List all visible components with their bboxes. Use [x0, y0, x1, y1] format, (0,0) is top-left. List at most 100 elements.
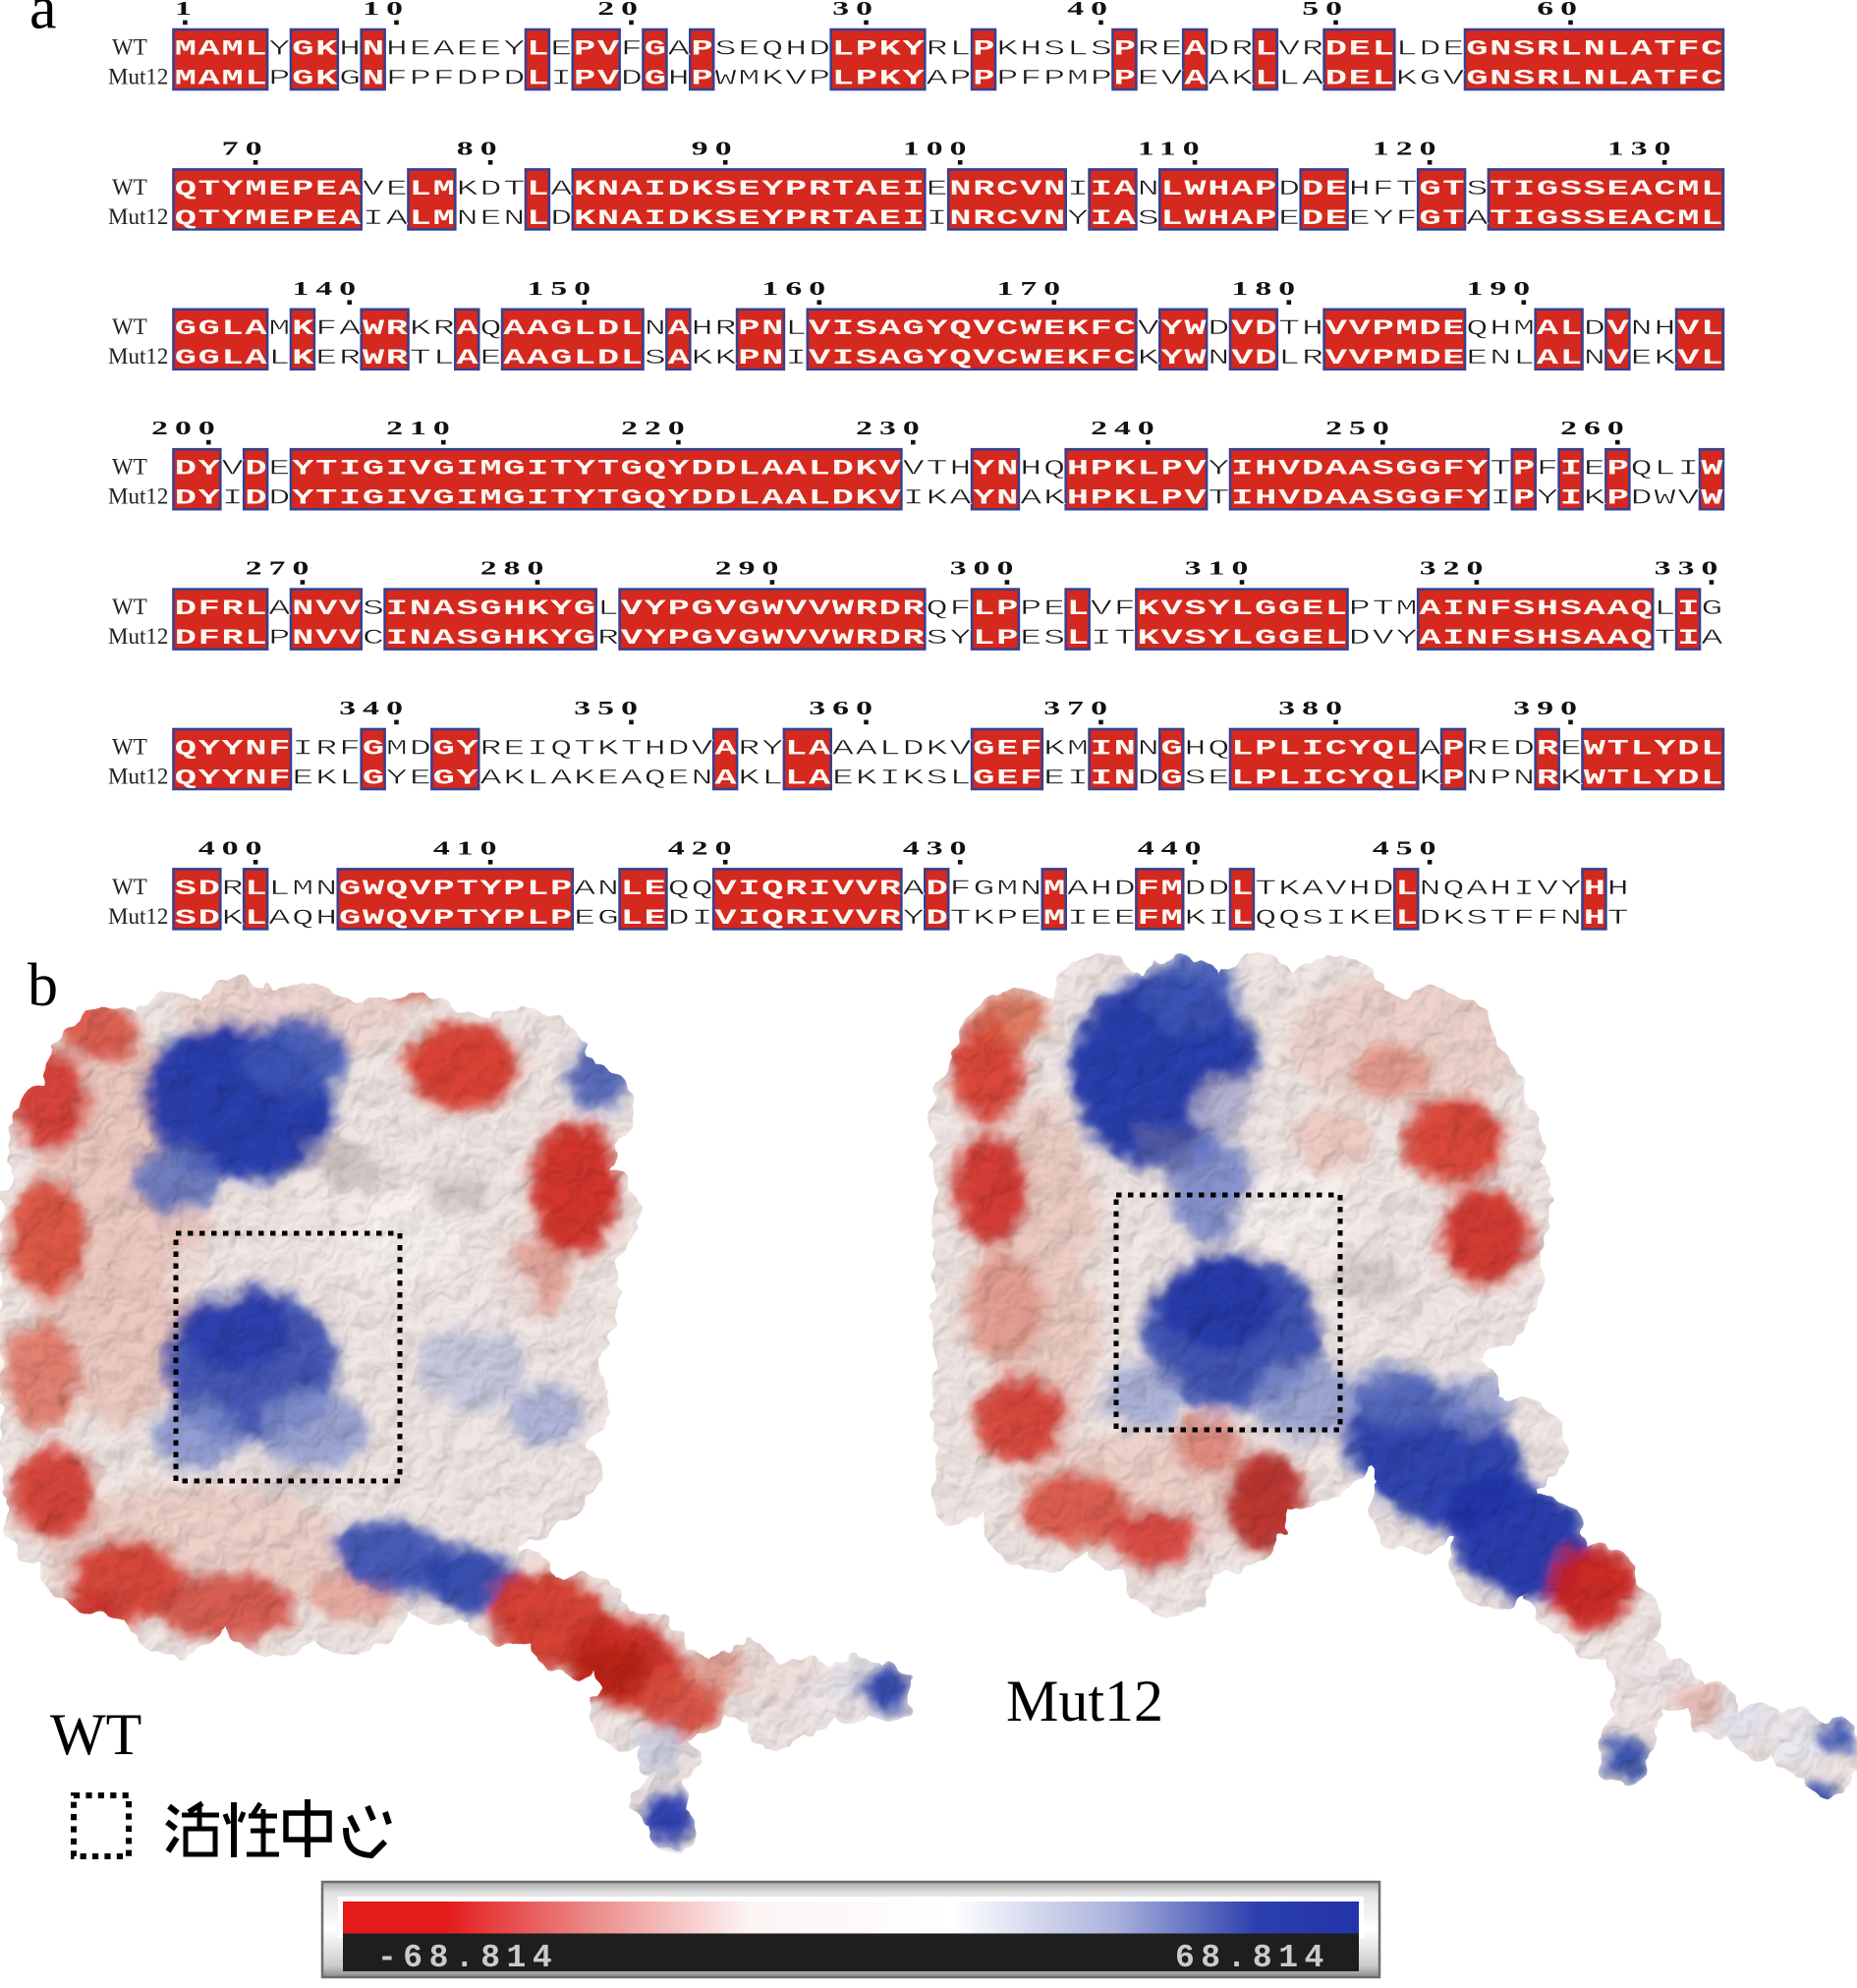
svg-text:P: P — [1513, 486, 1537, 511]
svg-text:G: G — [645, 67, 668, 91]
svg-text:R: R — [597, 627, 621, 652]
svg-text:P: P — [973, 37, 996, 62]
svg-text:A: A — [457, 317, 480, 342]
svg-text:EI: EI — [1043, 767, 1091, 791]
svg-text:KNAIDKSEYPRTAEI: KNAIDKSEYPRTAEI — [574, 177, 926, 201]
svg-text:LP: LP — [973, 597, 1020, 622]
svg-text:10: 10 — [363, 0, 410, 19]
svg-text:VIQRIVVR: VIQRIVVR — [714, 877, 902, 901]
svg-text:TL: TL — [410, 347, 457, 371]
svg-text:P: P — [1442, 737, 1466, 762]
svg-text:LPLICYQL: LPLICYQL — [1231, 737, 1419, 762]
svg-text:250: 250 — [1325, 417, 1396, 438]
svg-text:a: a — [29, 0, 57, 42]
svg-text:K: K — [1560, 767, 1584, 791]
svg-text:D: D — [621, 67, 645, 91]
svg-text:I: I — [1560, 457, 1584, 482]
svg-text:GWQVPTYPLP: GWQVPTYPLP — [339, 906, 574, 931]
svg-text:180: 180 — [1232, 277, 1303, 299]
svg-text:G: G — [1161, 767, 1185, 791]
svg-text:SD: SD — [175, 906, 222, 931]
svg-text:GT: GT — [1419, 206, 1466, 231]
svg-text:WR: WR — [363, 317, 410, 342]
svg-text:20: 20 — [597, 0, 645, 19]
svg-text:MAML: MAML — [175, 67, 269, 91]
svg-text:NH: NH — [1631, 317, 1678, 342]
svg-text:I: I — [1490, 486, 1513, 511]
svg-text:WT: WT — [112, 175, 147, 199]
svg-text:DWV: DWV — [1631, 486, 1702, 511]
svg-text:K: K — [1419, 767, 1442, 791]
svg-text:LPKY: LPKY — [832, 67, 927, 91]
svg-text:HFT: HFT — [1349, 177, 1420, 201]
svg-text:DI: DI — [668, 906, 715, 931]
svg-text:L: L — [1396, 906, 1420, 931]
svg-text:L: L — [1255, 67, 1278, 91]
svg-text:L: L — [1067, 627, 1091, 652]
svg-text:RE: RE — [1138, 37, 1185, 62]
svg-text:320: 320 — [1420, 557, 1491, 579]
svg-text:Mut12: Mut12 — [108, 624, 168, 649]
svg-text:210: 210 — [386, 417, 457, 438]
svg-text:A: A — [1701, 627, 1724, 652]
svg-text:N: N — [1138, 177, 1161, 201]
svg-text:AQH: AQH — [268, 906, 339, 931]
svg-text:S: S — [1466, 177, 1490, 201]
svg-text:NVV: NVV — [292, 627, 363, 652]
svg-text:400: 400 — [198, 836, 269, 858]
svg-text:IRF: IRF — [292, 737, 363, 762]
svg-text:NVV: NVV — [292, 597, 363, 622]
svg-text:I: I — [1560, 486, 1584, 511]
svg-text:K: K — [222, 906, 246, 931]
svg-text:140: 140 — [293, 277, 364, 299]
svg-text:b: b — [28, 952, 58, 1019]
svg-text:I: I — [1677, 597, 1701, 622]
svg-text:YW: YW — [1161, 317, 1209, 342]
svg-text:V: V — [222, 457, 246, 482]
svg-text:M: M — [1043, 906, 1067, 931]
svg-text:Y: Y — [1537, 486, 1560, 511]
svg-text:LA: LA — [785, 767, 832, 791]
svg-text:H: H — [1584, 877, 1607, 901]
svg-text:GGLA: GGLA — [175, 347, 269, 371]
svg-text:D: D — [1584, 317, 1607, 342]
svg-text:L: L — [245, 877, 268, 901]
svg-text:INASGHKYG: INASGHKYG — [386, 627, 597, 652]
svg-text:QHM: QHM — [1466, 317, 1537, 342]
svg-text:FPFDPD: FPFDPD — [386, 67, 527, 91]
svg-text:170: 170 — [997, 277, 1068, 299]
svg-text:KR: KR — [410, 317, 457, 342]
svg-text:HPKLPV: HPKLPV — [1067, 457, 1208, 482]
svg-text:QYYNF: QYYNF — [175, 767, 292, 791]
svg-text:GNSRLNLATFC: GNSRLNLATFC — [1466, 37, 1724, 62]
svg-text:GNSRLNLATFC: GNSRLNLATFC — [1466, 67, 1724, 91]
svg-text:EG: EG — [574, 906, 621, 931]
svg-text:KVSYLGGEL: KVSYLGGEL — [1138, 627, 1349, 652]
svg-text:WT: WT — [112, 734, 147, 759]
svg-text:S: S — [363, 597, 386, 622]
svg-text:Mut12: Mut12 — [108, 484, 168, 509]
svg-text:IKA: IKA — [903, 486, 974, 511]
svg-text:YTIGIVGIMGITYTGQYDDLAALDKV: YTIGIVGIMGITYTGQYDDLAALDKV — [292, 457, 902, 482]
svg-text:R: R — [222, 877, 246, 901]
svg-text:100: 100 — [903, 137, 974, 158]
svg-text:GY: GY — [433, 737, 480, 762]
svg-text:VL: VL — [1677, 347, 1724, 371]
svg-text:A: A — [714, 737, 738, 762]
svg-text:GEF: GEF — [973, 737, 1043, 762]
svg-text:LDE: LDE — [1396, 37, 1467, 62]
svg-text:G: G — [363, 737, 386, 762]
svg-text:310: 310 — [1185, 557, 1256, 579]
svg-text:240: 240 — [1091, 417, 1161, 438]
svg-text:DFRL: DFRL — [175, 597, 269, 622]
svg-text:QLI: QLI — [1631, 457, 1702, 482]
svg-text:AAGLDL: AAGLDL — [503, 317, 644, 342]
svg-text:A: A — [1184, 37, 1208, 62]
svg-text:IA: IA — [1091, 206, 1138, 231]
svg-text:D: D — [1278, 177, 1302, 201]
svg-text:Mut12: Mut12 — [108, 64, 168, 88]
svg-text:H: H — [668, 67, 692, 91]
svg-text:DFRL: DFRL — [175, 627, 269, 652]
svg-text:SD: SD — [175, 877, 222, 901]
svg-text:S: S — [1138, 206, 1161, 231]
